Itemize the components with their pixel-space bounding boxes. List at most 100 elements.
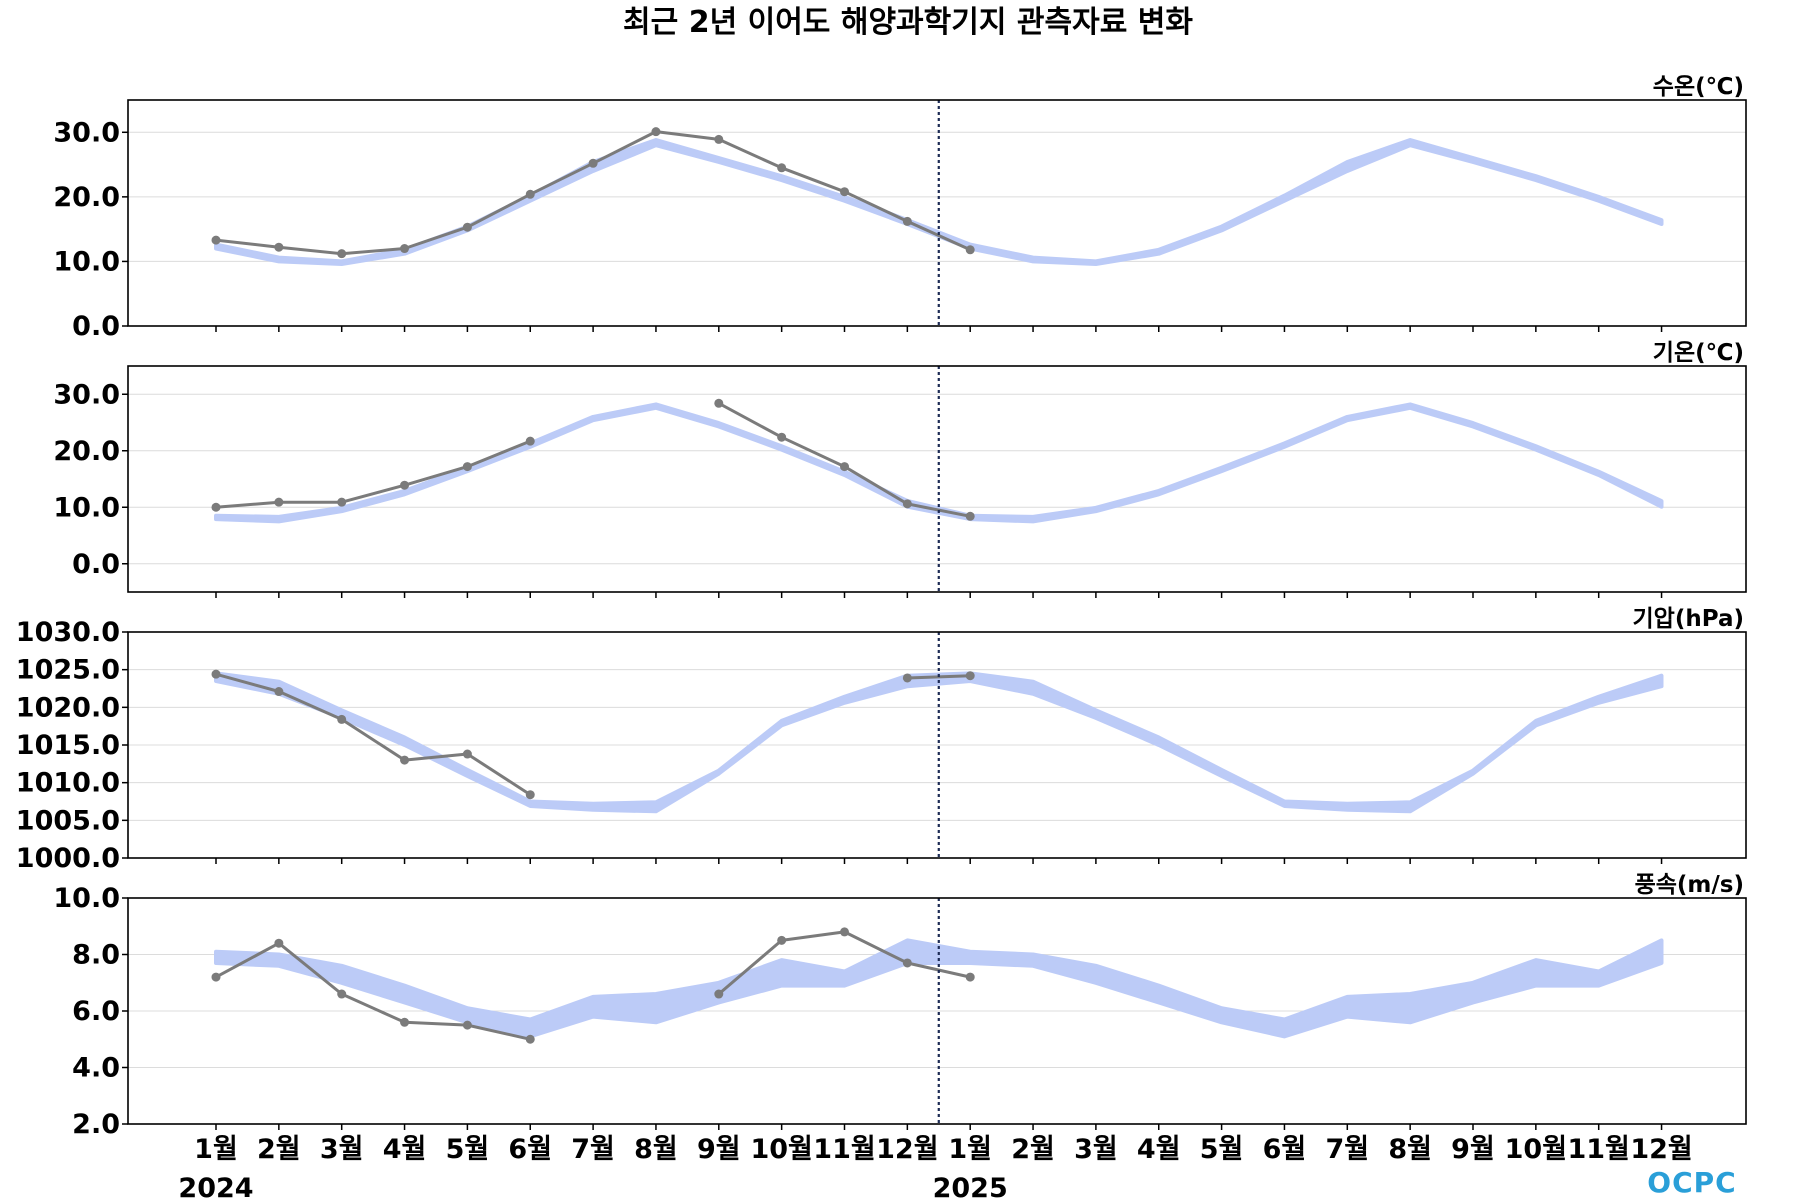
observed-point — [337, 714, 347, 724]
x-tick-label: 9월 — [697, 1134, 741, 1165]
x-tick-label: 5월 — [1200, 1134, 1244, 1165]
observed-point — [400, 244, 410, 254]
plot-area — [211, 927, 1664, 1044]
observed-point — [777, 432, 787, 442]
y-tick-label: 6.0 — [72, 996, 120, 1027]
observed-point — [462, 1020, 472, 1030]
y-tick-label: 10.0 — [53, 883, 120, 914]
y-tick-label: 10.0 — [53, 246, 120, 277]
panel-4: 2.0 4.0 6.0 8.0 10.0 풍속(m/s) — [53, 872, 1747, 1140]
observed-line — [215, 439, 531, 509]
x-tick-label: 2월 — [1011, 1134, 1055, 1165]
y-tick-label: 30.0 — [53, 379, 120, 410]
observed-line — [215, 672, 532, 796]
observed-point — [211, 972, 221, 982]
observed-point — [211, 235, 221, 245]
climatology-band — [214, 938, 1664, 1039]
y-tick-label: 4.0 — [72, 1053, 120, 1084]
observed-point — [211, 502, 221, 512]
y-tick-label: 10.0 — [53, 492, 120, 523]
x-tick-label: 2월 — [257, 1134, 301, 1165]
observed-point — [588, 158, 598, 168]
x-axis-labels: 1월 2월 3월 4월 5월 6월 7월 8월 9월 10월 11월 12월 1월 2월 3월 4월 5월 6월 7… — [178, 1134, 1692, 1200]
panel-1: 0.0 10.0 20.0 30.0 수온(℃) — [53, 74, 1747, 342]
x-tick-label: 11월 — [1567, 1134, 1629, 1165]
plot-area — [211, 669, 1664, 814]
observed-point — [274, 242, 284, 252]
y-tick-label: 8.0 — [72, 940, 120, 971]
y-tick-label: 1015.0 — [16, 730, 120, 761]
x-tick-label: 4월 — [383, 1134, 427, 1165]
plot-area — [211, 127, 1664, 266]
observed-point — [274, 938, 284, 948]
observed-point — [274, 497, 284, 507]
observed-point — [902, 958, 912, 968]
observed-point — [965, 972, 975, 982]
x-tick-label: 12월 — [1630, 1134, 1692, 1165]
y-tick-label: 1030.0 — [16, 617, 120, 648]
observed-point — [651, 127, 661, 137]
plot-area — [211, 398, 1664, 524]
observed-point — [274, 687, 284, 697]
observed-point — [714, 989, 724, 999]
observed-point — [337, 497, 347, 507]
panel-frame — [127, 365, 1747, 593]
observed-point — [965, 671, 975, 681]
observed-point — [777, 163, 787, 173]
y-tick-label: 0.0 — [72, 311, 120, 342]
panel-unit-label: 수온(℃) — [1653, 74, 1744, 100]
year-label: 2024 — [178, 1173, 253, 1200]
climatology-band — [214, 671, 1664, 814]
y-tick-label: 20.0 — [53, 436, 120, 467]
observed-point — [525, 1034, 535, 1044]
observed-point — [902, 673, 912, 683]
observed-line — [215, 941, 531, 1041]
x-tick-label: 4월 — [1137, 1134, 1181, 1165]
observed-point — [965, 511, 975, 521]
observed-point — [714, 134, 724, 144]
x-tick-label: 1월 — [194, 1134, 238, 1165]
x-tick-label: 8월 — [1388, 1134, 1432, 1165]
observed-line — [718, 401, 971, 518]
observed-point — [462, 749, 472, 759]
x-tick-label: 10월 — [1505, 1134, 1567, 1165]
y-tick-label: 30.0 — [53, 117, 120, 148]
x-tick-label: 7월 — [571, 1134, 615, 1165]
panel-frame — [127, 99, 1747, 327]
x-tick-label: 12월 — [876, 1134, 938, 1165]
year-label: 2025 — [933, 1173, 1008, 1200]
x-tick-label: 10월 — [750, 1134, 812, 1165]
observed-point — [777, 935, 787, 945]
observed-point — [337, 249, 347, 259]
y-tick-label: 0.0 — [72, 549, 120, 580]
observed-point — [840, 927, 849, 937]
panel-2: 0.0 10.0 20.0 30.0 기온(℃) — [53, 340, 1747, 598]
y-tick-label: 1000.0 — [16, 843, 120, 874]
ocpc-logo: OCPC — [1647, 1166, 1736, 1199]
observed-point — [714, 398, 724, 408]
observed-point — [902, 499, 912, 509]
panel-unit-label: 기압(hPa) — [1633, 606, 1744, 632]
panel-unit-label: 풍속(m/s) — [1635, 872, 1744, 898]
observed-point — [525, 189, 535, 199]
x-tick-label: 9월 — [1451, 1134, 1495, 1165]
observed-point — [525, 790, 535, 800]
y-tick-label: 2.0 — [72, 1109, 120, 1140]
observed-point — [400, 1017, 410, 1027]
x-tick-label: 7월 — [1325, 1134, 1369, 1165]
observed-point — [462, 462, 472, 472]
y-tick-label: 1020.0 — [16, 692, 120, 723]
observed-point — [400, 480, 410, 490]
y-tick-label: 1025.0 — [16, 655, 120, 686]
x-tick-label: 6월 — [1263, 1134, 1307, 1165]
panel-3: 1000.0 1005.0 1010.0 1015.0 1020.0 1025.0 1030… — [16, 606, 1747, 874]
observed-point — [337, 989, 347, 999]
observed-point — [211, 669, 221, 679]
climatology-band — [214, 402, 1664, 524]
chart-title: 최근 2년 이어도 해양과학기지 관측자료 변화 — [623, 5, 1193, 40]
x-tick-label: 3월 — [1074, 1134, 1118, 1165]
observed-point — [840, 462, 849, 472]
panels-group: 0.0 10.0 20.0 30.0 수온(℃) 0.0 10.0 20.0 30.0 기온(℃)… — [16, 74, 1747, 1140]
x-tick-label: 5월 — [446, 1134, 490, 1165]
